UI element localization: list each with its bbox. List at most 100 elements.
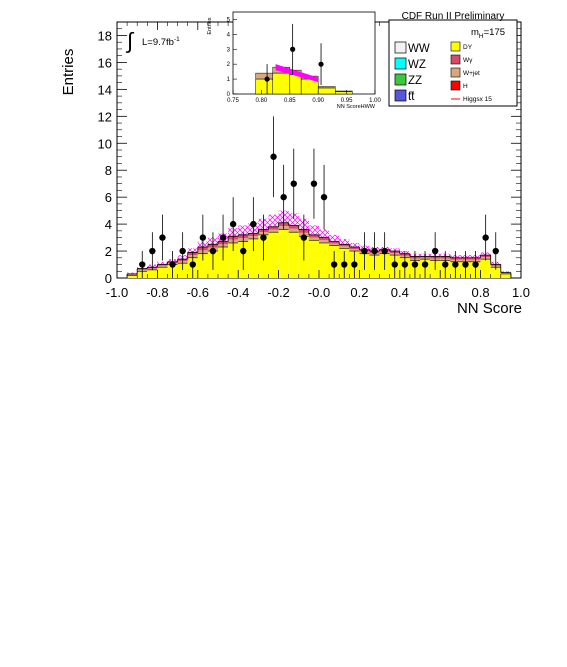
- higgs-hatch-band: [268, 214, 279, 227]
- inset-bar-dy: [289, 74, 302, 95]
- bar-dy: [268, 232, 279, 278]
- higgs-hatch-band: [319, 229, 330, 238]
- x-tick-label: 0.6: [431, 285, 449, 300]
- bar-wjet: [329, 243, 340, 246]
- higgs-hatch-band: [288, 213, 299, 226]
- x-tick-label: -0.4: [227, 285, 249, 300]
- legend-label-right-4: Higgsx 15: [463, 96, 492, 103]
- inset-bar-dy: [255, 78, 274, 95]
- inset-x-tick-label: 0.90: [312, 98, 324, 104]
- bar-dy: [288, 232, 299, 278]
- inset-y-tick-label: 5: [227, 17, 231, 23]
- bar-wjet: [500, 273, 511, 274]
- bar-dy: [480, 259, 491, 278]
- data-point: [371, 247, 378, 255]
- legend-label-ww: WW: [408, 43, 430, 55]
- data-point: [431, 247, 439, 255]
- inset-y-tick-label: 4: [227, 32, 231, 38]
- legend-label-right-1: Wγ: [463, 57, 473, 64]
- luminosity-label: L=9.7fb-1: [142, 36, 180, 48]
- y-tick-label: 12: [98, 109, 112, 124]
- inset-bar-dy: [272, 72, 291, 95]
- bar-wjet: [268, 229, 279, 233]
- legend-label-right-0: DY: [463, 44, 473, 51]
- inset-x-tick-label: 0.80: [256, 98, 268, 104]
- y-tick-label: 10: [98, 136, 112, 151]
- data-point: [139, 261, 146, 268]
- data-point: [149, 247, 156, 255]
- legend-swatch-1: [450, 54, 461, 65]
- data-point: [472, 261, 479, 268]
- bar-wgamma: [339, 244, 350, 247]
- inset-x-tick-label: 0.75: [227, 98, 239, 104]
- higgs-hatch-band: [349, 242, 360, 248]
- x-tick-label: 0.8: [472, 285, 490, 300]
- data-point: [482, 234, 489, 241]
- x-tick-label: -0.6: [187, 285, 209, 300]
- higgs-hatch-band: [308, 225, 319, 235]
- y-axis-title: Entries: [60, 49, 77, 96]
- higgs-hatch-band: [238, 225, 249, 235]
- legend-swatch-ww: [394, 41, 407, 54]
- bar-wjet: [308, 237, 319, 241]
- y-tick-label: 4: [105, 217, 112, 232]
- bar-dy: [127, 275, 138, 278]
- inset-bar-other: [255, 72, 274, 80]
- inset-y-axis-title: Entries: [207, 17, 213, 34]
- data-point: [219, 234, 227, 241]
- bar-wgamma: [349, 247, 360, 250]
- bar-dy: [319, 242, 330, 278]
- bar-dy: [278, 229, 289, 278]
- legend-label-zz: ZZ: [408, 75, 422, 87]
- y-tick-label: 8: [105, 163, 112, 178]
- data-point: [492, 247, 499, 255]
- legend-entries: WW WZ ZZ tt DY Wγ W+jet H Higgsx 15: [394, 41, 492, 103]
- inset-data-point: [264, 76, 270, 82]
- inset-x-tick-label: 0.85: [284, 98, 296, 104]
- bar-dy: [197, 253, 208, 278]
- higgs-hatch-band: [157, 261, 168, 265]
- legend-label-tt: tt: [408, 91, 415, 103]
- data-point: [320, 193, 328, 201]
- data-point: [381, 247, 388, 255]
- bar-dy: [228, 242, 239, 278]
- legend-swatch-0: [450, 41, 461, 52]
- x-tick-label: 1.0: [512, 285, 530, 300]
- chart-title: CDF Run II Preliminary: [402, 11, 505, 22]
- bar-wgamma: [308, 234, 319, 238]
- y-tick-label: 18: [98, 28, 112, 43]
- data-point: [280, 193, 287, 201]
- bar-dy: [157, 267, 168, 278]
- data-point: [199, 234, 207, 241]
- higgs-hatch-band: [329, 234, 340, 242]
- higgs-hatch-band: [389, 248, 400, 252]
- bar-dy: [177, 263, 188, 278]
- data-point: [411, 261, 419, 268]
- bar-wgamma: [329, 241, 340, 244]
- inset-data-point: [290, 46, 296, 52]
- data-point: [209, 247, 217, 255]
- higgs-hatch-band: [339, 238, 350, 245]
- inset-higgs-band: [275, 64, 319, 83]
- x-axis-title: NN Score: [457, 300, 522, 317]
- inset-y-tick-label: 2: [227, 62, 231, 68]
- bar-dy: [248, 238, 259, 278]
- data-point: [270, 153, 277, 160]
- inset-y-tick-label: 3: [227, 47, 231, 53]
- inset-histogram: [255, 64, 353, 95]
- data-point: [452, 261, 459, 268]
- legend-label-right-2: W+jet: [463, 70, 480, 77]
- x-tick-label: 0.2: [350, 285, 368, 300]
- bar-dy: [308, 240, 319, 278]
- data-point: [229, 220, 237, 228]
- data-point: [250, 220, 257, 228]
- bar-dy: [490, 267, 501, 278]
- bar-dy: [147, 269, 158, 278]
- legend-label-right-3: H: [463, 83, 468, 90]
- y-tick-label: 6: [105, 190, 112, 205]
- bar-wjet: [288, 228, 299, 233]
- data-point: [421, 261, 429, 268]
- inset-data-point: [318, 61, 324, 67]
- inset-x-axis-title: NN ScoreHWW: [337, 104, 376, 110]
